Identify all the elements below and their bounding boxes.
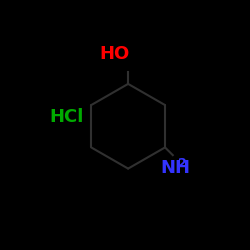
Text: HO: HO — [100, 45, 130, 63]
Text: NH: NH — [160, 159, 190, 177]
Text: 2: 2 — [178, 156, 186, 170]
Text: HCl: HCl — [49, 108, 83, 126]
